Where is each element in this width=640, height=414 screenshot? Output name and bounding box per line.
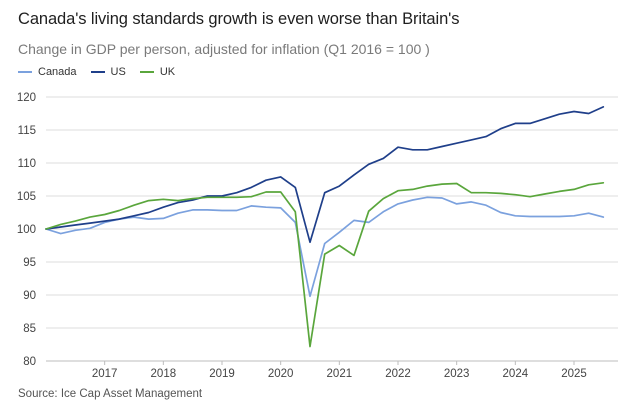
x-tick-label-2025: 2025 [561, 368, 587, 380]
y-tick-label-110: 110 [18, 158, 36, 170]
legend-item-uk: UK [139, 66, 176, 78]
y-tick-label-120: 120 [17, 92, 36, 104]
grid-layer: 80 85 90 95 100 105 110 115 120 [17, 92, 618, 368]
x-axis: 2017 2018 2019 2020 2021 2022 2023 2024 2025 [46, 360, 618, 380]
x-tick-label-2021: 2021 [327, 368, 353, 380]
series-line-us [45, 106, 605, 244]
series-line-canada [45, 196, 605, 298]
chart-subtitle: Change in GDP per person, adjusted for i… [18, 41, 430, 57]
legend-item-canada: Canada [18, 66, 77, 78]
x-tick-label-2023: 2023 [444, 368, 470, 380]
legend-label-canada: Canada [38, 66, 77, 78]
legend-label-uk: UK [159, 66, 176, 78]
y-tick-label-85: 85 [23, 323, 36, 335]
x-tick-label-2019: 2019 [209, 368, 235, 380]
x-tick-label-2022: 2022 [385, 368, 411, 380]
chart-source: Source: Ice Cap Asset Management [18, 388, 203, 400]
y-tick-label-100: 100 [17, 224, 36, 236]
legend-swatch-uk [139, 71, 154, 73]
legend-swatch-canada [18, 71, 32, 73]
legend-label-us: US [110, 66, 126, 78]
y-tick-label-95: 95 [23, 257, 36, 269]
x-tick-label-2024: 2024 [503, 368, 529, 380]
chart-title: Canada's living standards growth is even… [18, 10, 460, 28]
chart-legend: Canada US UK [18, 66, 175, 78]
y-tick-label-105: 105 [17, 191, 36, 203]
x-tick-label-2018: 2018 [151, 368, 177, 380]
legend-item-us: US [90, 66, 126, 78]
series-layer [45, 106, 605, 348]
y-tick-label-90: 90 [23, 290, 36, 302]
x-tick-label-2017: 2017 [92, 368, 118, 380]
series-line-uk [45, 181, 605, 348]
y-tick-label-115: 115 [18, 125, 36, 137]
legend-swatch-us [90, 71, 105, 73]
x-tick-label-2020: 2020 [268, 368, 294, 380]
y-tick-label-80: 80 [23, 356, 36, 368]
